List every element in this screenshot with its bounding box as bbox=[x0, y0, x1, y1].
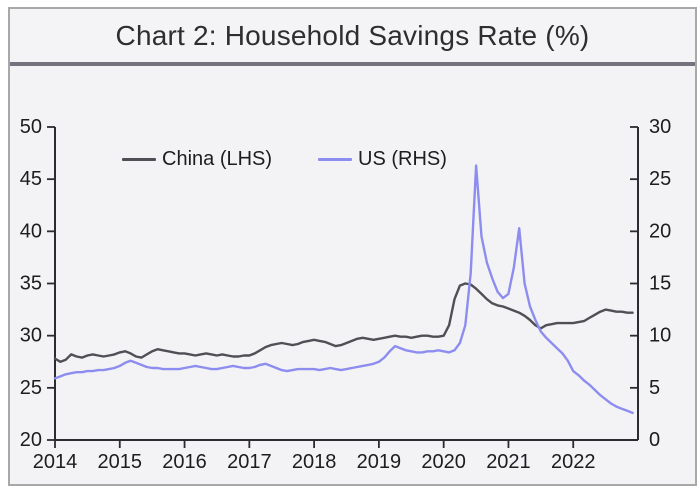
china-line-swatch bbox=[122, 158, 156, 161]
chart-title-bar: Chart 2: Household Savings Rate (%) bbox=[10, 9, 695, 66]
svg-text:50: 50 bbox=[20, 116, 42, 138]
legend-item-china: China (LHS) bbox=[122, 148, 272, 171]
chart-window: Chart 2: Household Savings Rate (%) Chin… bbox=[8, 7, 697, 486]
svg-text:2021: 2021 bbox=[486, 451, 531, 473]
svg-text:2015: 2015 bbox=[98, 451, 143, 473]
svg-text:20: 20 bbox=[20, 429, 42, 451]
legend-label-us: US (RHS) bbox=[358, 148, 447, 170]
svg-text:25: 25 bbox=[649, 168, 671, 190]
svg-text:25: 25 bbox=[20, 377, 42, 399]
svg-text:2019: 2019 bbox=[357, 451, 402, 473]
svg-text:5: 5 bbox=[649, 377, 660, 399]
svg-text:2017: 2017 bbox=[227, 451, 272, 473]
legend-item-us: US (RHS) bbox=[318, 148, 447, 171]
svg-text:15: 15 bbox=[649, 273, 671, 295]
svg-text:0: 0 bbox=[649, 429, 660, 451]
svg-text:40: 40 bbox=[20, 220, 42, 242]
svg-text:45: 45 bbox=[20, 168, 42, 190]
chart-title: Chart 2: Household Savings Rate (%) bbox=[115, 19, 590, 51]
svg-text:2022: 2022 bbox=[551, 451, 596, 473]
svg-text:10: 10 bbox=[649, 325, 671, 347]
us-line-swatch bbox=[318, 158, 353, 161]
legend-label-china: China (LHS) bbox=[162, 148, 273, 170]
svg-text:2020: 2020 bbox=[421, 451, 466, 473]
svg-text:2018: 2018 bbox=[292, 451, 337, 473]
svg-text:30: 30 bbox=[649, 116, 671, 138]
svg-text:35: 35 bbox=[20, 273, 42, 295]
svg-text:20: 20 bbox=[649, 220, 671, 242]
chart-legend: China (LHS) US (RHS) bbox=[122, 148, 447, 171]
svg-text:2014: 2014 bbox=[33, 451, 78, 473]
svg-text:30: 30 bbox=[20, 325, 42, 347]
svg-text:2016: 2016 bbox=[162, 451, 207, 473]
chart-area: China (LHS) US (RHS) 50 45 40 35 30 25 20 30 25 2… bbox=[10, 66, 695, 484]
